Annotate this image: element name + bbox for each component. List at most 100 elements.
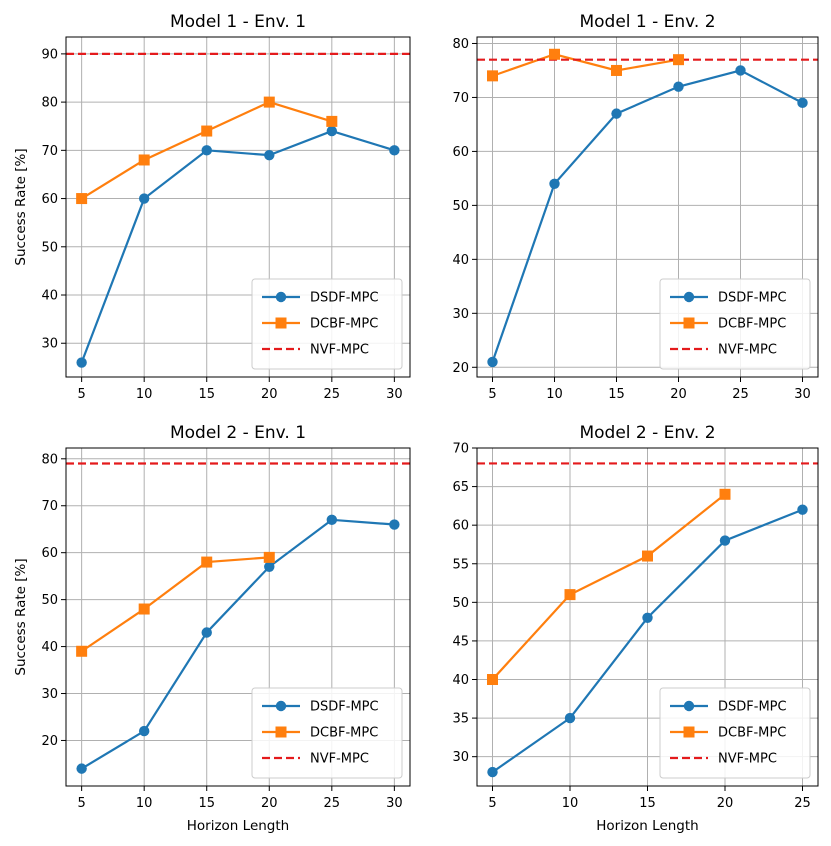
x-tick-label: 15 xyxy=(198,387,215,402)
x-tick-label: 10 xyxy=(562,796,579,811)
data-point-dsdf-mpc xyxy=(201,627,212,638)
legend-label: DCBF-MPC xyxy=(310,726,378,741)
legend-label: DCBF-MPC xyxy=(718,317,786,332)
y-tick-label: 70 xyxy=(452,91,469,106)
data-point-dsdf-mpc xyxy=(138,725,150,737)
data-point-dsdf-mpc xyxy=(719,535,731,546)
data-point-dcbf-mpc xyxy=(642,550,653,562)
y-tick-label: 20 xyxy=(41,734,58,749)
y-axis-label: Success Rate [%] xyxy=(13,558,29,675)
data-point-dcbf-mpc xyxy=(201,556,213,568)
y-tick-label: 35 xyxy=(452,712,469,727)
data-point-dcbf-mpc xyxy=(611,64,622,76)
x-axis-label: Horizon Length xyxy=(596,818,698,834)
data-point-dsdf-mpc xyxy=(487,766,498,778)
axes-frame xyxy=(65,447,411,787)
legend-marker-dsdf-mpc xyxy=(683,291,695,303)
legend-label: NVF-MPC xyxy=(310,343,369,358)
y-tick-label: 30 xyxy=(452,750,469,765)
data-point-dsdf-mpc xyxy=(642,612,653,623)
data-point-dcbf-mpc xyxy=(201,125,213,137)
data-point-dcbf-mpc xyxy=(76,193,88,205)
legend-marker-dcbf-mpc xyxy=(275,726,287,738)
chart-title: Model 2 - Env. 1 xyxy=(170,423,306,443)
legend: DSDF-MPC DCBF-MPC NVF-MPC xyxy=(251,687,403,779)
data-point-dcbf-mpc xyxy=(564,589,576,601)
data-point-dcbf-mpc xyxy=(719,488,731,500)
data-point-dcbf-mpc xyxy=(138,603,150,615)
data-point-dsdf-mpc xyxy=(76,763,87,774)
data-point-dcbf-mpc xyxy=(487,674,498,686)
legend: DSDF-MPC DCBF-MPC NVF-MPC xyxy=(251,278,403,370)
y-tick-label: 70 xyxy=(41,499,58,514)
data-point-dsdf-mpc xyxy=(201,145,212,156)
x-tick-label: 5 xyxy=(488,387,496,402)
data-point-dsdf-mpc xyxy=(797,97,808,109)
legend-box xyxy=(659,687,811,779)
y-tick-label: 50 xyxy=(452,199,469,214)
y-tick-label: 40 xyxy=(41,289,58,304)
legend-marker-dsdf-mpc xyxy=(275,291,287,303)
data-point-dsdf-mpc xyxy=(326,125,338,137)
x-tick-label: 25 xyxy=(732,387,749,402)
y-tick-label: 30 xyxy=(452,307,469,322)
data-point-dcbf-mpc xyxy=(326,115,338,127)
y-tick-label: 50 xyxy=(41,240,58,255)
x-tick-label: 5 xyxy=(488,796,496,811)
y-tick-label: 20 xyxy=(452,361,469,376)
x-tick-label: 5 xyxy=(77,387,85,402)
y-tick-label: 80 xyxy=(452,37,469,52)
data-point-dsdf-mpc xyxy=(673,81,684,92)
data-point-dsdf-mpc xyxy=(264,561,275,572)
legend-label: NVF-MPC xyxy=(718,343,777,358)
legend-label: DSDF-MPC xyxy=(310,291,379,306)
data-point-dsdf-mpc xyxy=(735,65,746,76)
legend-marker-dsdf-mpc xyxy=(275,700,287,712)
subplot-1: 5 10 15 20 25 30 30 40 50 60 70 80 90 Model 1 - Env. … xyxy=(13,12,411,402)
legend-marker-dsdf-mpc xyxy=(683,700,695,712)
series-line-dcbf-mpc xyxy=(81,556,270,653)
y-axis-label: Success Rate [%] xyxy=(13,148,29,265)
y-tick-label: 40 xyxy=(41,640,58,655)
data-point-dsdf-mpc xyxy=(549,178,560,189)
legend-box xyxy=(251,687,403,779)
subplot-2: 5 10 15 20 25 30 20 30 40 50 60 70 80 Model 1 - Env. … xyxy=(452,12,819,402)
y-tick-label: 60 xyxy=(41,546,58,561)
axes-frame xyxy=(476,447,819,787)
y-tick-label: 50 xyxy=(452,596,469,611)
data-point-dsdf-mpc xyxy=(326,514,338,526)
series-line-dcbf-mpc xyxy=(492,53,679,77)
x-tick-label: 20 xyxy=(261,387,278,402)
data-point-dsdf-mpc xyxy=(389,145,400,156)
legend-marker-dcbf-mpc xyxy=(275,317,287,329)
y-tick-label: 55 xyxy=(452,557,469,572)
y-tick-label: 80 xyxy=(41,96,58,111)
data-point-dcbf-mpc xyxy=(76,645,88,657)
legend-box xyxy=(659,278,811,370)
data-point-dcbf-mpc xyxy=(673,54,684,66)
legend-label: NVF-MPC xyxy=(310,752,369,767)
y-tick-label: 70 xyxy=(452,442,469,457)
chart-title: Model 1 - Env. 2 xyxy=(579,12,715,32)
y-tick-label: 40 xyxy=(452,253,469,268)
y-tick-label: 60 xyxy=(41,192,58,207)
series-line-dsdf-mpc xyxy=(81,518,395,770)
subplot-3: 5 10 15 20 25 30 20 30 40 50 60 70 80 Model 2 - Env. … xyxy=(13,423,411,834)
data-point-dsdf-mpc xyxy=(389,519,400,530)
x-tick-label: 5 xyxy=(77,796,85,811)
data-point-dsdf-mpc xyxy=(487,356,498,368)
y-tick-label: 60 xyxy=(452,145,469,160)
x-tick-label: 20 xyxy=(670,387,687,402)
x-tick-label: 15 xyxy=(608,387,625,402)
y-tick-label: 30 xyxy=(41,687,58,702)
x-axis-label: Horizon Length xyxy=(187,818,289,834)
x-tick-label: 30 xyxy=(386,387,403,402)
data-point-dcbf-mpc xyxy=(263,551,275,563)
x-tick-label: 10 xyxy=(546,387,563,402)
legend-label: DCBF-MPC xyxy=(718,726,786,741)
data-point-dsdf-mpc xyxy=(797,504,808,515)
legend-label: DSDF-MPC xyxy=(718,700,787,715)
x-tick-label: 20 xyxy=(261,796,278,811)
x-tick-label: 15 xyxy=(639,796,656,811)
chart-title: Model 1 - Env. 1 xyxy=(170,12,306,32)
